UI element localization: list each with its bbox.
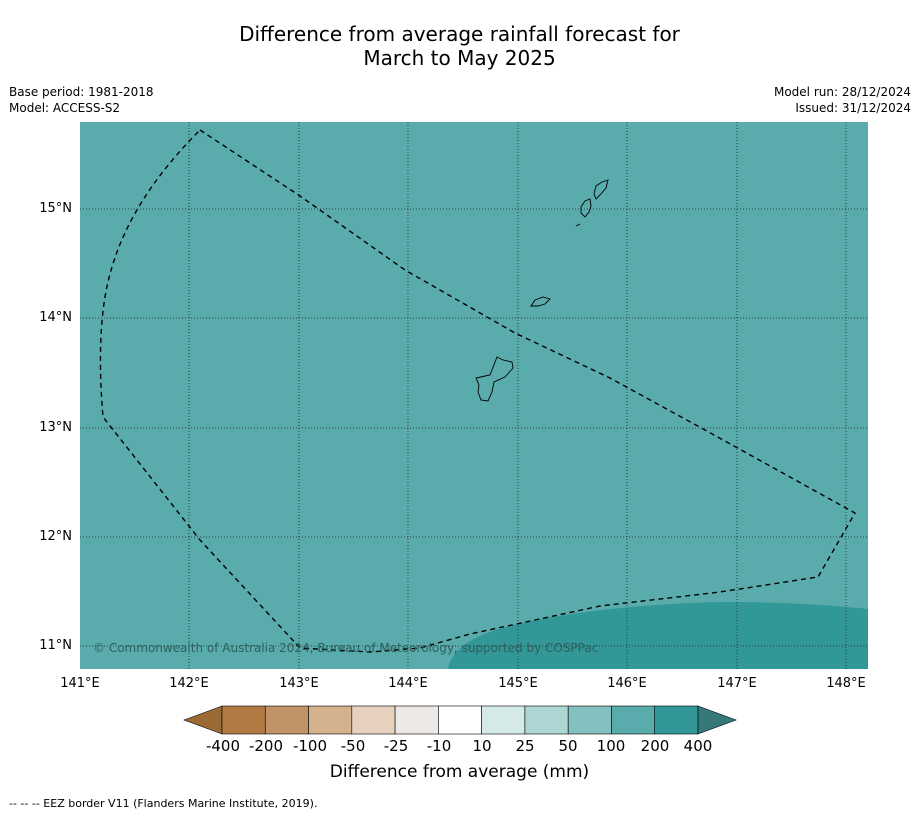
- model-name: Model: ACCESS-S2: [9, 101, 121, 115]
- colorbar-tick-label: -400: [205, 737, 241, 755]
- lon-label: 144°E: [388, 676, 428, 691]
- colorbar: [183, 705, 737, 735]
- eez-border: [99, 129, 856, 653]
- title-line-1: Difference from average rainfall forecas…: [239, 22, 680, 46]
- colorbar-tick-label: -50: [340, 737, 366, 755]
- island-aguijan: [575, 223, 581, 227]
- lon-label: 145°E: [498, 676, 538, 691]
- copyright-notice: © Commonwealth of Australia 2024, Bureau…: [93, 641, 599, 655]
- colorbar-tick-label: 100: [596, 737, 626, 755]
- colorbar-tick-label: 400: [683, 737, 713, 755]
- lon-label: 148°E: [826, 676, 866, 691]
- colorbar-segment: [438, 705, 482, 735]
- colorbar-segment: [264, 705, 309, 735]
- wet-region: [448, 602, 868, 669]
- map-title: Difference from average rainfall forecas…: [0, 22, 919, 70]
- lon-label: 141°E: [60, 676, 100, 691]
- lat-label: 15°N: [39, 201, 72, 216]
- colorbar-segment: [394, 705, 439, 735]
- title-line-2: March to May 2025: [363, 46, 556, 70]
- colorbar-extend-low: [183, 705, 223, 735]
- lon-label: 147°E: [717, 676, 757, 691]
- colorbar-tick-label: -25: [383, 737, 409, 755]
- lat-label: 13°N: [39, 420, 72, 435]
- colorbar-extend-high: [697, 705, 737, 735]
- island-guam: [475, 356, 514, 402]
- base-period: Base period: 1981-2018: [9, 85, 154, 99]
- colorbar-tick-label: 25: [515, 737, 535, 755]
- colorbar-segment: [481, 705, 526, 735]
- lon-label: 143°E: [279, 676, 319, 691]
- issued-date: Issued: 31/12/2024: [795, 101, 911, 115]
- eez-legend-note: -- -- -- EEZ border V11 (Flanders Marine…: [9, 797, 318, 810]
- colorbar-segment: [654, 705, 699, 735]
- colorbar-segment: [351, 705, 396, 735]
- island-tinian: [580, 198, 592, 218]
- colorbar-segment: [221, 705, 266, 735]
- lat-label: 14°N: [39, 310, 72, 325]
- island-rota: [530, 296, 551, 307]
- lat-label: 12°N: [39, 529, 72, 544]
- model-run: Model run: 28/12/2024: [773, 85, 911, 99]
- lon-label: 146°E: [607, 676, 647, 691]
- colorbar-tick-label: -200: [248, 737, 284, 755]
- colorbar-title: Difference from average (mm): [329, 762, 590, 782]
- colorbar-tick-label: 200: [640, 737, 670, 755]
- colorbar-tick-label: 10: [472, 737, 492, 755]
- colorbar-tick-label: -100: [292, 737, 328, 755]
- islands: [475, 179, 609, 402]
- colorbar-segment: [524, 705, 569, 735]
- meta-left: Base period: 1981-2018 Model: ACCESS-S2: [9, 84, 154, 116]
- colorbar-tick-label: -10: [426, 737, 452, 755]
- lon-label: 142°E: [169, 676, 209, 691]
- colorbar-segment: [567, 705, 612, 735]
- colorbar-segment: [611, 705, 656, 735]
- colorbar-segment: [308, 705, 353, 735]
- graticule: [80, 122, 868, 669]
- meta-right: Model run: 28/12/2024 Issued: 31/12/2024: [774, 84, 911, 116]
- colorbar-tick-label: 50: [558, 737, 578, 755]
- lat-label: 11°N: [39, 638, 72, 653]
- island-saipan: [593, 179, 609, 200]
